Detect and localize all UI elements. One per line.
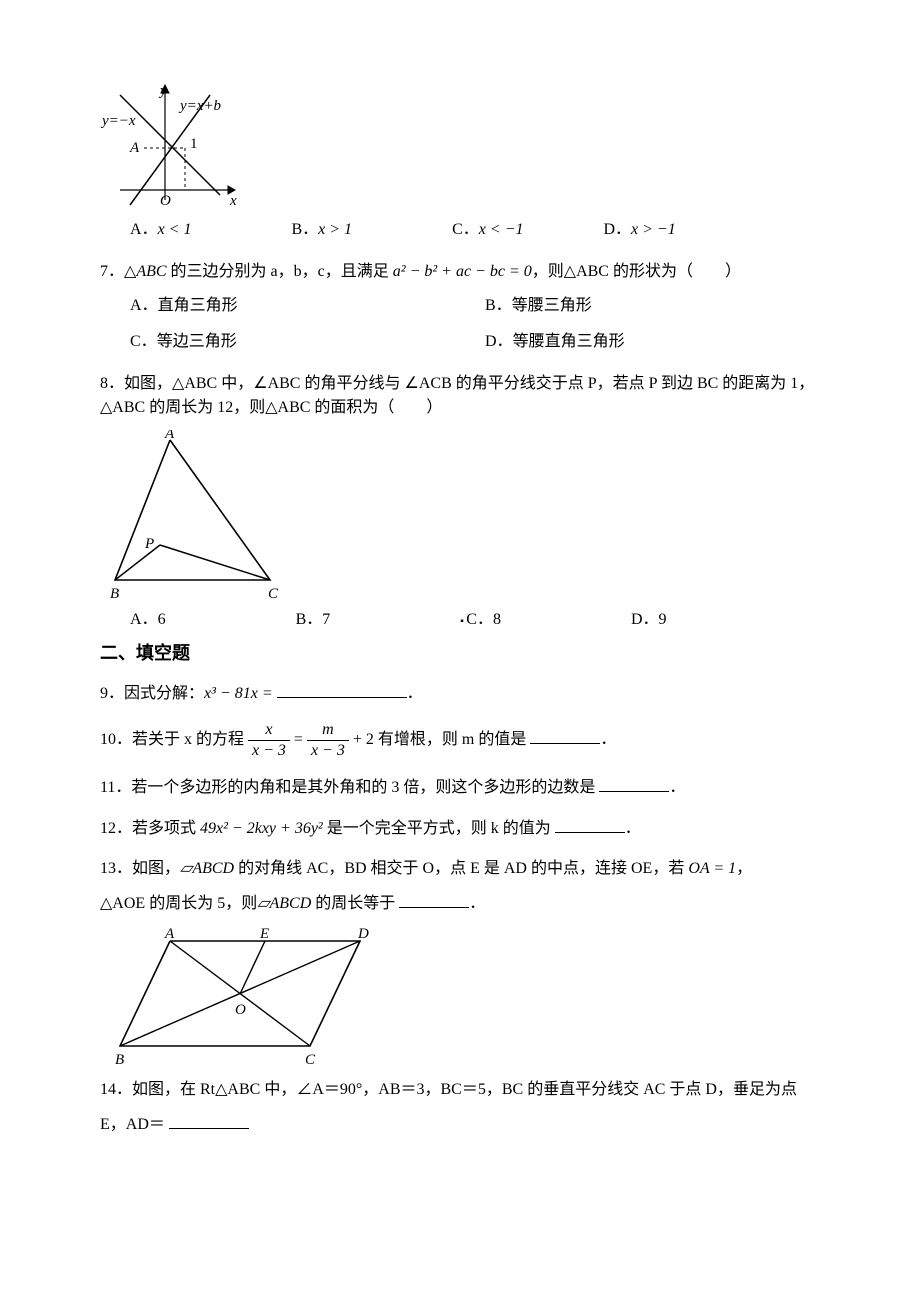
txt: 13．如图， bbox=[100, 860, 180, 877]
txt: 的周长为 5，则 bbox=[145, 895, 257, 912]
txt: 的角平分线交于点 P，若点 P 到边 BC 的距离为 1， bbox=[452, 375, 815, 392]
q14-line1: 14．如图，在 Rt△ABC 中，∠A＝90°，AB＝3，BC＝5，BC 的垂直… bbox=[100, 1078, 840, 1102]
q13-line1: 13．如图，▱ABCD 的对角线 AC，BD 相交于 O，点 E 是 AD 的中… bbox=[100, 857, 840, 881]
q11: 11．若一个多边形的内角和是其外角和的 3 倍，则这个多边形的边数是 ． bbox=[100, 775, 840, 800]
period: ． bbox=[469, 895, 485, 912]
txt: 14．如图，在 Rt△ABC 中，∠A＝90°，AB＝3，BC＝5，BC 的垂直… bbox=[100, 1081, 797, 1098]
q7-num: 7． bbox=[100, 263, 124, 280]
q14-blank[interactable] bbox=[169, 1112, 249, 1129]
svg-text:C: C bbox=[268, 586, 279, 600]
q9-expr: x³ − 81x = bbox=[204, 685, 273, 702]
txt: OA = 1 bbox=[688, 860, 736, 877]
txt: △ABC bbox=[265, 399, 310, 416]
svg-text:y: y bbox=[158, 83, 167, 99]
q13-blank[interactable] bbox=[399, 891, 469, 908]
q7-choice-a: A．直角三角形 bbox=[130, 294, 485, 318]
txt: △ABC bbox=[172, 375, 217, 392]
svg-text:A: A bbox=[129, 140, 140, 156]
txt: 的对角线 AC，BD 相交于 O，点 E 是 AD 的中点，连接 OE，若 bbox=[234, 860, 688, 877]
q7-stem: 7．△ABC 的三边分别为 a，b，c，且满足 a² − b² + ac − b… bbox=[100, 260, 840, 284]
txt: 的周长为 12，则 bbox=[145, 399, 265, 416]
period: ． bbox=[407, 685, 423, 702]
txt: △AOE bbox=[100, 895, 145, 912]
q9: 9．因式分解：x³ − 81x = ． bbox=[100, 681, 840, 706]
svg-text:D: D bbox=[357, 926, 369, 942]
q14-line2: E，AD＝ bbox=[100, 1112, 840, 1137]
svg-text:O: O bbox=[160, 193, 171, 209]
txt: 的三边分别为 a，b，c，且满足 bbox=[167, 263, 393, 280]
q8-choice-d: D．9 bbox=[631, 608, 667, 632]
q8-stem: 8．如图，△ABC 中，∠ABC 的角平分线与 ∠ACB 的角平分线交于点 P，… bbox=[100, 372, 840, 420]
q7-choice-b: B．等腰三角形 bbox=[485, 294, 840, 318]
period: ． bbox=[625, 820, 641, 837]
q10-after: + 2 有增根，则 m 的值是 bbox=[353, 731, 526, 748]
q11-blank[interactable] bbox=[599, 775, 669, 792]
q8-figure: A B C P bbox=[110, 430, 840, 600]
q12: 12．若多项式 49x² − 2kxy + 36y² 是一个完全平方式，则 k … bbox=[100, 816, 840, 841]
svg-text:A: A bbox=[164, 430, 175, 442]
q8-choice-c: ▪ C．8 bbox=[460, 608, 501, 632]
eq: a² − b² + ac − bc = 0 bbox=[393, 263, 532, 280]
txt: ABC bbox=[136, 263, 166, 280]
svg-text:A: A bbox=[164, 926, 175, 942]
txt: ， bbox=[736, 860, 752, 877]
q9-blank[interactable] bbox=[277, 681, 407, 698]
q6-choices: A．x < 1 B．x > 1 C．x < −1 D．x > −1 bbox=[130, 218, 840, 242]
q8-num: 8．如图， bbox=[100, 375, 172, 392]
q7-choices: A．直角三角形 B．等腰三角形 C．等边三角形 D．等腰直角三角形 bbox=[130, 294, 840, 354]
q10-prefix: 10．若关于 x 的方程 bbox=[100, 731, 248, 748]
q13-figure: A E D B C O bbox=[110, 926, 840, 1066]
period: ． bbox=[669, 779, 685, 796]
txt: 的周长等于 bbox=[311, 895, 395, 912]
svg-text:B: B bbox=[115, 1052, 124, 1066]
txt: △ABC bbox=[100, 399, 145, 416]
svg-text:C: C bbox=[305, 1052, 316, 1066]
q6-choice-c: C．x < −1 bbox=[452, 218, 523, 242]
svg-text:y=−x: y=−x bbox=[100, 113, 136, 129]
period: ． bbox=[600, 731, 616, 748]
svg-text:y=x+b: y=x+b bbox=[178, 98, 222, 114]
svg-text:P: P bbox=[144, 536, 154, 552]
txt: ∠ACB bbox=[405, 375, 452, 392]
svg-text:1: 1 bbox=[190, 136, 198, 152]
q7-choice-c: C．等边三角形 bbox=[130, 330, 485, 354]
txt: △ABC bbox=[564, 263, 609, 280]
txt: 的形状为（ ） bbox=[609, 263, 741, 280]
q10: 10．若关于 x 的方程 x x − 3 = m x − 3 + 2 有增根，则… bbox=[100, 722, 840, 759]
fraction-left: x x − 3 bbox=[248, 722, 290, 759]
q6-choice-d: D．x > −1 bbox=[603, 218, 675, 242]
txt: ∠ABC bbox=[253, 375, 300, 392]
section-2-title: 二、填空题 bbox=[100, 640, 840, 667]
txt: ，则 bbox=[532, 263, 564, 280]
q11-text: 11．若一个多边形的内角和是其外角和的 3 倍，则这个多边形的边数是 bbox=[100, 779, 595, 796]
q7-choice-d: D．等腰直角三角形 bbox=[485, 330, 840, 354]
q12-prefix: 12．若多项式 bbox=[100, 820, 200, 837]
q12-expr: 49x² − 2kxy + 36y² bbox=[200, 820, 323, 837]
q9-prefix: 9．因式分解： bbox=[100, 685, 204, 702]
txt: E，AD＝ bbox=[100, 1116, 169, 1133]
tri-icon: △ bbox=[124, 263, 136, 280]
q12-blank[interactable] bbox=[555, 816, 625, 833]
svg-text:B: B bbox=[110, 586, 119, 600]
q6-choice-a: A．x < 1 bbox=[130, 218, 191, 242]
q10-blank[interactable] bbox=[530, 727, 600, 744]
eq-sign: = bbox=[294, 731, 307, 748]
txt: 中， bbox=[217, 375, 253, 392]
q12-mid: 是一个完全平方式，则 k 的值为 bbox=[323, 820, 551, 837]
txt: ▱ABCD bbox=[180, 860, 234, 877]
q6-choice-b: B．x > 1 bbox=[291, 218, 352, 242]
fraction-right: m x − 3 bbox=[307, 722, 349, 759]
svg-text:x: x bbox=[229, 193, 237, 209]
svg-text:O: O bbox=[235, 1002, 246, 1018]
txt: 的角平分线与 bbox=[300, 375, 404, 392]
svg-text:E: E bbox=[259, 926, 269, 942]
txt: ▱ABCD bbox=[257, 895, 311, 912]
q8-choice-a: A．6 bbox=[130, 608, 166, 632]
q8-choices: A．6 B．7 ▪ C．8 D．9 bbox=[130, 608, 840, 632]
q13-line2: △AOE 的周长为 5，则▱ABCD 的周长等于 ． bbox=[100, 891, 840, 916]
q6-figure: y x y=x+b y=−x A O 1 bbox=[100, 80, 840, 210]
txt: 的面积为（ ） bbox=[310, 399, 442, 416]
q8-choice-b: B．7 bbox=[296, 608, 331, 632]
